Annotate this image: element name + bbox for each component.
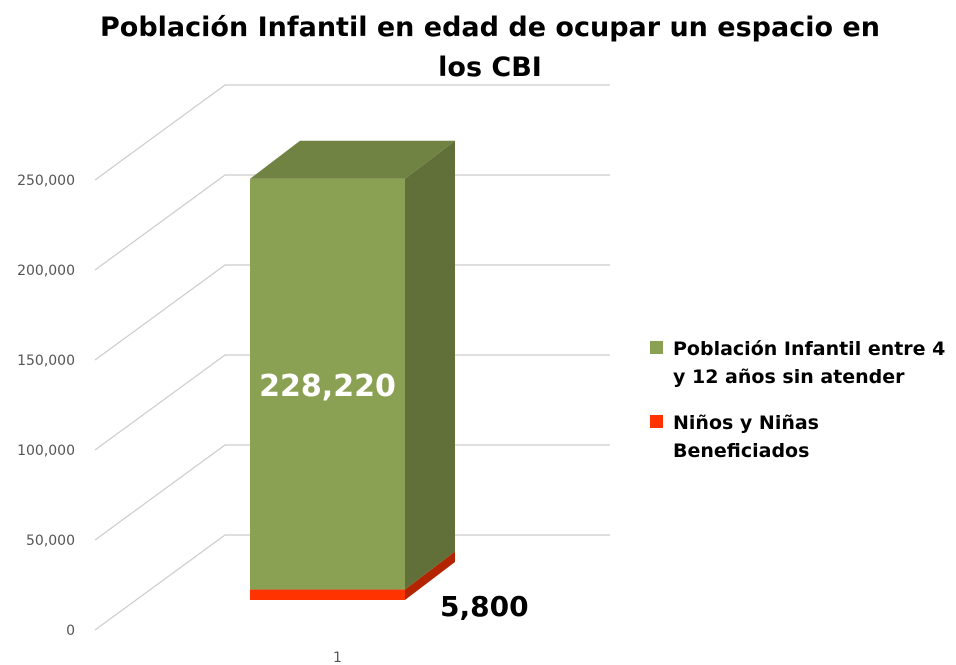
y-tick-label: 0 (66, 623, 75, 639)
legend-item: Niños y Niñas Beneficiados (650, 409, 950, 465)
bar (250, 178, 405, 590)
y-tick-label: 150,000 (17, 353, 75, 369)
chart-title: Población Infantil en edad de ocupar un … (100, 12, 880, 83)
x-tick-label: 1 (333, 650, 342, 665)
grid-line (94, 444, 610, 541)
data-label: 5,800 (440, 590, 529, 623)
y-tick-label: 200,000 (17, 263, 75, 279)
legend: Población Infantil entre 4 y 12 años sin… (650, 335, 950, 483)
grid-line (94, 174, 610, 271)
grid-line (94, 354, 610, 451)
legend-label: Población Infantil entre 4 y 12 años sin… (673, 338, 946, 388)
bar-side (405, 551, 455, 600)
legend-swatch (650, 341, 663, 354)
bar-top (250, 140, 455, 179)
bar-side (405, 140, 455, 590)
y-tick-label: 250,000 (17, 173, 75, 189)
y-tick-label: 50,000 (26, 533, 75, 549)
y-tick-label: 100,000 (17, 443, 75, 459)
legend-label: Niños y Niñas Beneficiados (673, 412, 819, 462)
legend-item: Población Infantil entre 4 y 12 años sin… (650, 335, 950, 391)
data-label: 228,220 (259, 369, 396, 404)
grid-line (94, 534, 610, 631)
grid-line (94, 84, 610, 181)
grid-line (94, 264, 610, 361)
legend-swatch (650, 415, 663, 428)
bar (250, 589, 405, 600)
